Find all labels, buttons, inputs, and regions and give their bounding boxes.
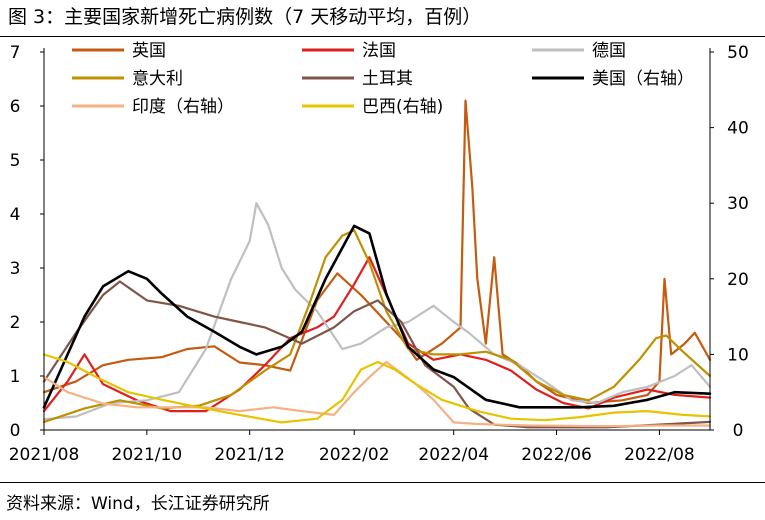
legend-item-5: 美国（右轴）	[532, 69, 694, 89]
legend-item-1: 法国	[302, 41, 396, 61]
x-tick-label: 2022/04	[418, 445, 489, 465]
legend-label: 美国（右轴）	[592, 69, 694, 89]
right-tick-label: 0	[733, 421, 744, 441]
left-tick-label: 4	[10, 205, 21, 225]
series-line-3	[42, 229, 712, 423]
legend-label: 英国	[132, 41, 166, 61]
legend-label: 意大利	[132, 69, 183, 89]
left-tick-label: 0	[10, 421, 21, 441]
left-tick-label: 1	[10, 367, 21, 387]
source-note: 资料来源：Wind，长江证券研究所	[6, 494, 270, 514]
right-tick-label: 10	[727, 345, 749, 365]
figure-title: 图 3：主要国家新增死亡病例数（7 天移动平均，百例）	[8, 6, 482, 28]
right-tick-label: 30	[727, 194, 749, 214]
series-line-0	[42, 99, 712, 405]
x-tick-label: 2022/02	[319, 445, 390, 465]
legend-label: 印度（右轴）	[132, 97, 234, 117]
left-tick-label: 7	[10, 43, 21, 63]
legend-item-7: 巴西(右轴)	[302, 97, 443, 117]
x-tick-label: 2022/08	[624, 445, 695, 465]
x-tick-label: 2021/12	[214, 445, 285, 465]
x-tick-label: 2022/06	[521, 445, 592, 465]
right-tick-label: 50	[727, 43, 749, 63]
legend-label: 德国	[592, 41, 626, 61]
legend-item-0: 英国	[72, 41, 166, 61]
bottom-rule	[0, 482, 765, 483]
series-line-7	[42, 353, 712, 424]
legend-item-3: 意大利	[72, 69, 183, 89]
left-tick-label: 3	[10, 259, 21, 279]
legend-label: 法国	[362, 41, 396, 61]
right-tick-label: 20	[727, 270, 749, 290]
title-rule	[0, 36, 765, 37]
legend-item-2: 德国	[532, 41, 626, 61]
x-tick-label: 2021/08	[9, 445, 80, 465]
series-line-5	[42, 224, 712, 409]
left-tick-label: 2	[10, 313, 21, 333]
left-tick-label: 6	[10, 97, 21, 117]
left-tick-label: 5	[10, 151, 21, 171]
x-tick-label: 2021/10	[112, 445, 183, 465]
series-line-6	[42, 360, 712, 428]
legend-item-6: 印度（右轴）	[72, 97, 234, 117]
axes-layer: 0 1 2 3 4 5 6 7 0 10 20 30 40 50 2021/08 2021/10 2021/12…	[9, 43, 749, 465]
legend-label: 巴西(右轴)	[362, 97, 443, 117]
legend-label: 土耳其	[362, 69, 413, 89]
series-layer	[42, 99, 712, 429]
right-tick-label: 40	[727, 119, 749, 139]
legend-item-4: 土耳其	[302, 69, 413, 89]
series-line-2	[42, 202, 712, 421]
